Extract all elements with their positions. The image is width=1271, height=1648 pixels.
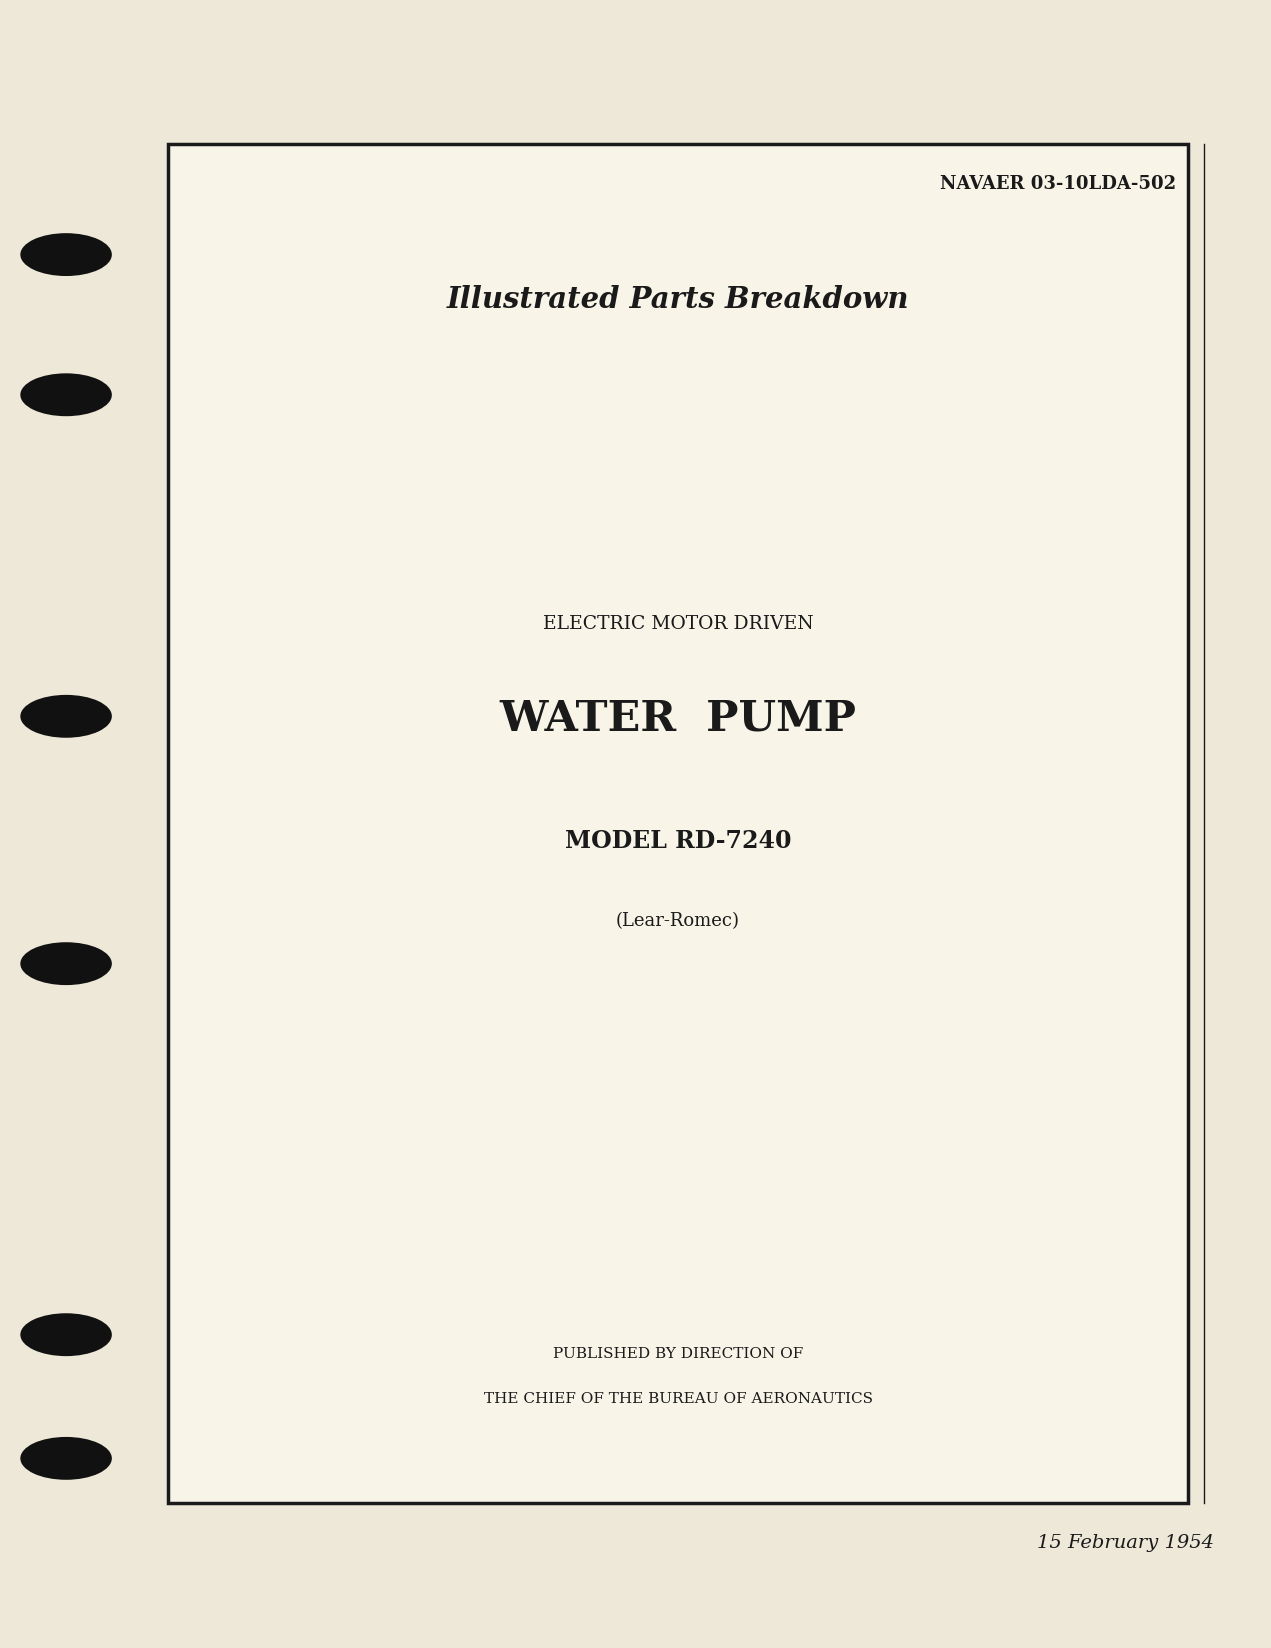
Text: PUBLISHED BY DIRECTION OF: PUBLISHED BY DIRECTION OF [553,1346,803,1360]
Text: Illustrated Parts Breakdown: Illustrated Parts Breakdown [447,285,909,315]
Ellipse shape [20,234,112,277]
Ellipse shape [20,1313,112,1356]
Ellipse shape [20,943,112,986]
Text: WATER  PUMP: WATER PUMP [500,697,857,738]
Text: 15 February 1954: 15 February 1954 [1037,1533,1214,1551]
Text: ELECTRIC MOTOR DRIVEN: ELECTRIC MOTOR DRIVEN [543,615,813,633]
Ellipse shape [20,1437,112,1480]
Text: THE CHIEF OF THE BUREAU OF AERONAUTICS: THE CHIEF OF THE BUREAU OF AERONAUTICS [483,1391,873,1404]
Ellipse shape [20,374,112,417]
Ellipse shape [20,695,112,738]
Text: NAVAER 03-10LDA-502: NAVAER 03-10LDA-502 [939,175,1176,193]
Text: MODEL RD-7240: MODEL RD-7240 [564,829,792,854]
Text: (Lear-Romec): (Lear-Romec) [616,911,740,929]
Bar [168,145,1188,1503]
